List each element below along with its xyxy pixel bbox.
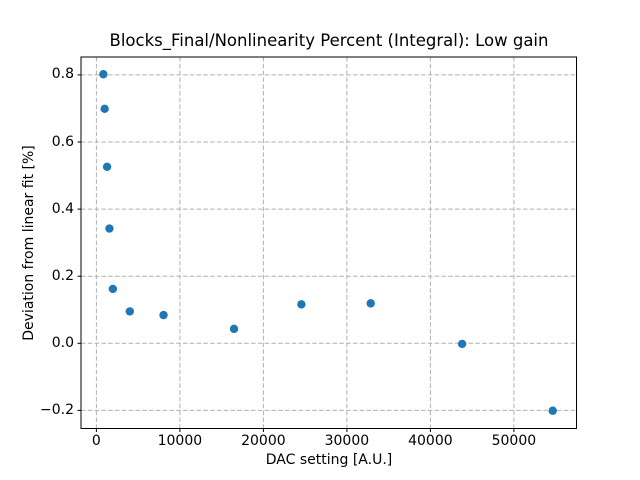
data-point bbox=[159, 310, 168, 320]
data-point bbox=[297, 300, 306, 309]
y-tick-label: 0.2 bbox=[51, 267, 74, 284]
data-point bbox=[100, 104, 109, 113]
y-tick-label: 0.0 bbox=[51, 334, 74, 351]
axes-spines bbox=[80, 56, 577, 429]
data-point bbox=[108, 284, 118, 294]
data-point bbox=[102, 162, 112, 172]
y-tick-label: −0.2 bbox=[40, 401, 74, 418]
x-tick-label: 50000 bbox=[491, 433, 537, 449]
data-point bbox=[99, 70, 108, 79]
chart-title: Blocks_Final/Nonlinearity Percent (Integ… bbox=[109, 31, 549, 50]
data-point bbox=[457, 339, 467, 349]
x-tick-label: 10000 bbox=[157, 433, 203, 449]
x-tick-label: 40000 bbox=[408, 433, 453, 449]
y-tick-label: 0.6 bbox=[51, 133, 74, 150]
data-point bbox=[105, 224, 114, 233]
x-axis-label: DAC setting [A.U.] bbox=[265, 452, 393, 468]
x-tick-label: 20000 bbox=[241, 433, 286, 449]
data-point bbox=[229, 324, 239, 334]
x-tick-label: 30000 bbox=[324, 433, 370, 449]
y-tick-label: 0.8 bbox=[51, 66, 74, 83]
data-point bbox=[125, 307, 134, 316]
x-tick-label: 0 bbox=[91, 433, 101, 449]
data-point bbox=[366, 299, 375, 308]
y-tick-label: 0.4 bbox=[51, 200, 74, 217]
data-point bbox=[548, 406, 557, 415]
